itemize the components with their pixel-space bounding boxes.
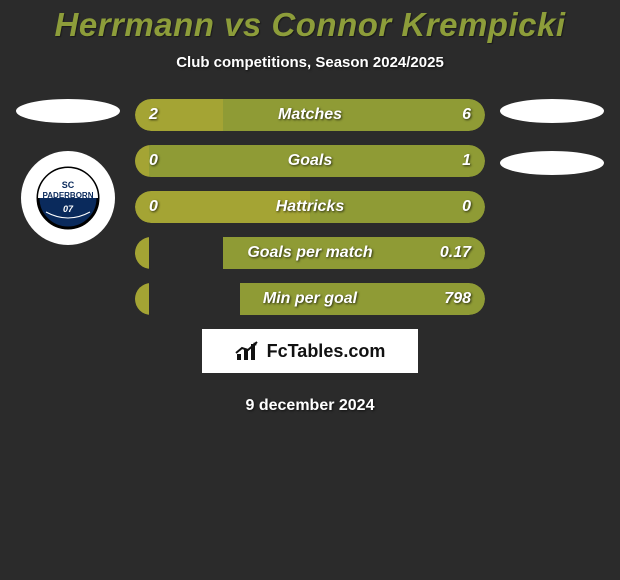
stat-row: 01Goals bbox=[135, 145, 485, 177]
page-title: Herrmann vs Connor Krempicki bbox=[0, 6, 620, 44]
stat-bar-left bbox=[135, 99, 223, 131]
left-player-avatar bbox=[16, 99, 120, 123]
stat-bar-left bbox=[135, 191, 310, 223]
stat-row: 00Hattricks bbox=[135, 191, 485, 223]
content-area: SC PADERBORN 07 26Matches 01Goals 00Hattri… bbox=[0, 99, 620, 415]
right-player-avatar bbox=[500, 99, 604, 123]
stat-bar-right bbox=[223, 99, 486, 131]
right-player-column bbox=[492, 99, 612, 203]
stat-bar-right bbox=[223, 237, 486, 269]
left-player-column: SC PADERBORN 07 bbox=[8, 99, 128, 245]
stat-bar-left bbox=[135, 283, 149, 315]
stat-bar-right bbox=[149, 145, 485, 177]
brand-badge[interactable]: FcTables.com bbox=[202, 329, 418, 373]
svg-text:SC: SC bbox=[62, 180, 75, 190]
right-club-placeholder bbox=[500, 151, 604, 175]
stat-row: 0.17Goals per match bbox=[135, 237, 485, 269]
stat-bar-left bbox=[135, 145, 149, 177]
paderborn-logo-icon: SC PADERBORN 07 bbox=[32, 162, 104, 234]
stats-bars: 26Matches 01Goals 00Hattricks 0.17Goals per… bbox=[135, 99, 485, 315]
stat-bar-right bbox=[240, 283, 485, 315]
brand-chart-icon bbox=[235, 340, 261, 362]
comparison-card: Herrmann vs Connor Krempicki Club compet… bbox=[0, 0, 620, 580]
stat-bar-right bbox=[310, 191, 485, 223]
svg-text:07: 07 bbox=[63, 204, 74, 214]
stat-bar-left bbox=[135, 237, 149, 269]
date-text: 9 december 2024 bbox=[0, 397, 620, 415]
stat-row: 26Matches bbox=[135, 99, 485, 131]
subtitle: Club competitions, Season 2024/2025 bbox=[0, 54, 620, 71]
brand-text: FcTables.com bbox=[267, 341, 386, 362]
left-club-badge: SC PADERBORN 07 bbox=[21, 151, 115, 245]
stat-row: 798Min per goal bbox=[135, 283, 485, 315]
svg-text:PADERBORN: PADERBORN bbox=[43, 191, 94, 200]
